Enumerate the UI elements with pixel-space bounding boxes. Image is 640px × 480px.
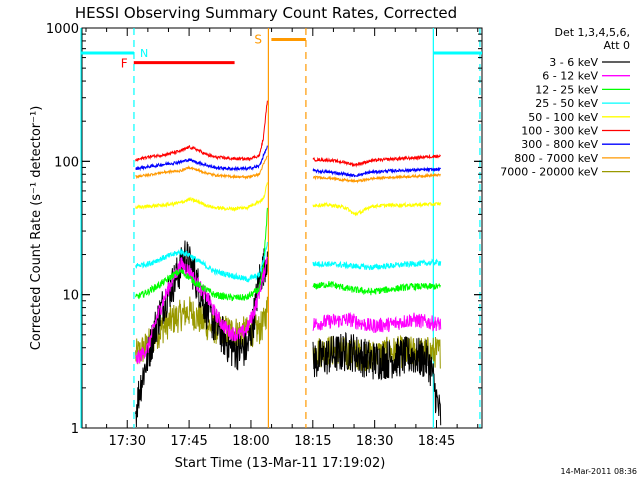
plot-frame <box>81 27 483 429</box>
axis-frame <box>81 27 483 429</box>
flare-label: F <box>121 57 128 71</box>
legend-label: 800 - 7000 keV <box>514 152 598 165</box>
instrument-state-lines <box>80 28 481 428</box>
y-axis-label: Corrected Count Rate (s⁻¹ detector⁻¹) <box>29 106 44 351</box>
legend-label: 12 - 25 keV <box>535 83 598 96</box>
chart-title: HESSI Observing Summary Count Rates, Cor… <box>75 4 457 22</box>
series-line <box>135 182 442 217</box>
footer-timestamp: 14-Mar-2011 08:36 <box>561 467 638 476</box>
series-line <box>135 256 442 364</box>
x-tick-label: 18:00 <box>232 434 269 449</box>
series-group <box>135 100 442 428</box>
x-tick-label: 18:45 <box>418 434 455 449</box>
legend-label: 100 - 300 keV <box>521 125 598 138</box>
y-tick-label: 10 <box>62 289 79 304</box>
legend-label: 6 - 12 keV <box>542 70 598 83</box>
x-axis-label: Start Time (13-Mar-11 17:19:02) <box>175 456 386 471</box>
x-tick-label: 17:30 <box>109 434 146 449</box>
y-tick-label: 1 <box>71 422 79 437</box>
y-tick-label: 1000 <box>46 22 79 37</box>
x-tick-label: 17:45 <box>170 434 207 449</box>
legend-label: 7000 - 20000 keV <box>500 166 598 179</box>
series-line <box>135 241 442 283</box>
series-line <box>135 145 442 179</box>
legend-label: 50 - 100 keV <box>528 111 598 124</box>
legend-subtitle: Att 0 <box>604 39 630 52</box>
legend-title: Det 1,3,4,5,6, <box>554 26 630 39</box>
state-markers: NF S <box>81 32 482 71</box>
legend-label: 300 - 800 keV <box>521 138 598 151</box>
axes: 1 10 100 1000 17:30 17:45 18:00 18:15 18:30 18:45 <box>46 22 482 449</box>
series-line <box>135 100 441 168</box>
legend-label: 25 - 50 keV <box>535 97 598 110</box>
series-line <box>135 207 442 302</box>
x-tick-label: 18:30 <box>356 434 393 449</box>
series-line <box>135 155 441 184</box>
legend-label: 3 - 6 keV <box>549 56 598 69</box>
y-tick-label: 100 <box>54 155 79 170</box>
night-label: N <box>140 47 148 60</box>
x-tick-label: 18:15 <box>294 434 331 449</box>
saa-label: S <box>254 32 262 46</box>
